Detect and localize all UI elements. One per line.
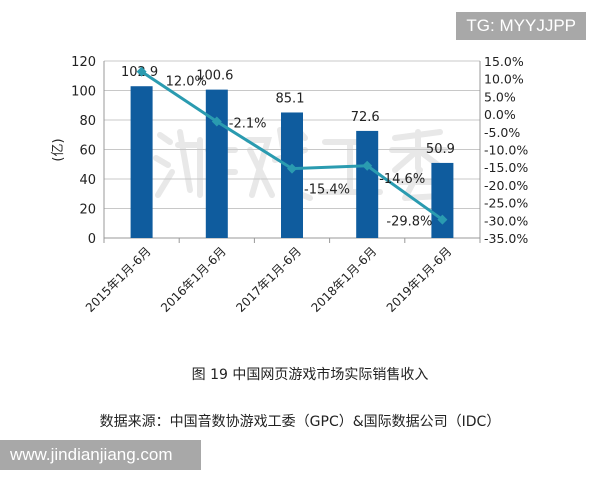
combo-chart: 0 20 40 60 80 100 120 15.0% 10.0% 5.0% 0.0% -5.0% -1… xyxy=(51,54,528,315)
x-tick-label: 2016年1月-6月 xyxy=(158,244,229,315)
growth-marker xyxy=(211,116,222,127)
x-tick-label: 2019年1月-6月 xyxy=(384,244,455,315)
bar-value-label: 50.9 xyxy=(426,142,455,157)
growth-marker xyxy=(287,163,297,174)
x-tick-label: 2015年1月-6月 xyxy=(83,244,154,315)
y2-tick-label: -30.0% xyxy=(484,213,528,228)
growth-marker xyxy=(437,214,448,225)
y2-tick-label: 0.0% xyxy=(484,107,516,122)
bar xyxy=(130,86,153,238)
growth-label: -14.6% xyxy=(379,172,425,187)
growth-marker xyxy=(362,160,373,171)
y-tick-label: 80 xyxy=(79,114,96,129)
y-tick-label: 100 xyxy=(71,85,96,100)
y2-tick-label: -20.0% xyxy=(484,178,528,193)
bar-value-label: 85.1 xyxy=(276,91,305,106)
y2-tick-label: 15.0% xyxy=(484,54,524,69)
y-tick-label: 0 xyxy=(88,232,96,247)
watermark-tag-label: TG: MYYJJPP xyxy=(456,12,586,40)
x-tick-label: 2018年1月-6月 xyxy=(309,244,380,315)
y2-tick-label: 10.0% xyxy=(484,72,524,87)
y-tick-label: 20 xyxy=(79,203,96,218)
y2-tick-label: -15.0% xyxy=(484,160,528,175)
y2-tick-label: -25.0% xyxy=(484,196,528,211)
y2-tick-label: -10.0% xyxy=(484,143,528,158)
y2-tick-label: -5.0% xyxy=(484,125,520,140)
y-tick-label: 120 xyxy=(71,55,96,70)
bar xyxy=(356,130,379,238)
growth-label: -29.8% xyxy=(386,215,432,230)
data-source: 数据来源：中国音数协游戏工委（GPC）&国际数据公司（IDC） xyxy=(99,414,501,430)
y2-tick-label: 5.0% xyxy=(484,89,516,104)
growth-label: -2.1% xyxy=(229,117,267,132)
y-tick-label: 40 xyxy=(79,173,96,188)
bar xyxy=(281,112,303,238)
growth-marker xyxy=(136,66,147,77)
figure-caption: 图 19 中国网页游戏市场实际销售收入 xyxy=(191,367,429,383)
bar-value-label: 72.6 xyxy=(351,110,380,125)
y-tick-label: 60 xyxy=(79,144,96,159)
x-tick-label: 2017年1月-6月 xyxy=(233,244,304,315)
bar xyxy=(205,89,228,239)
growth-label: -15.4% xyxy=(304,183,350,198)
y-axis-title: (亿) xyxy=(51,138,66,161)
bar-value-label: 100.6 xyxy=(196,69,233,84)
growth-label: 12.0% xyxy=(166,75,207,90)
y2-tick-label: -35.0% xyxy=(484,231,528,246)
bar xyxy=(431,162,454,238)
site-watermark: www.jindianjiang.com xyxy=(0,440,201,470)
